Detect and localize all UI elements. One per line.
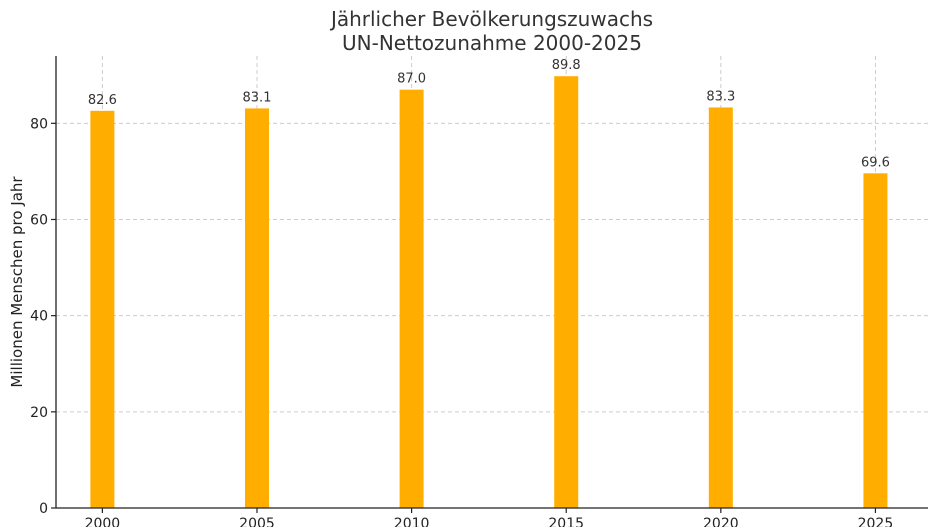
bars (90, 76, 888, 509)
y-axis-label: Millionen Menschen pro Jahr (8, 176, 26, 388)
x-tick-label: 2025 (858, 516, 894, 527)
data-label-2015: 89.8 (552, 58, 581, 73)
bar-2025 (863, 173, 888, 509)
chart-subtitle: UN-Nettozunahme 2000-2025 (342, 31, 642, 55)
data-label-2005: 83.1 (243, 90, 272, 105)
data-label-2020: 83.3 (706, 89, 735, 104)
y-ticks: 0 20 40 60 80 (30, 116, 56, 517)
data-labels: 82.6 83.1 87.0 89.8 83.3 69.6 (88, 58, 890, 170)
x-tick-label: 2000 (85, 516, 121, 527)
x-ticks: 2000 2005 2010 2015 2020 2025 (85, 508, 894, 527)
bar-2010 (399, 89, 424, 508)
data-label-2010: 87.0 (397, 72, 426, 87)
grid (56, 56, 928, 508)
bar-2000 (90, 110, 115, 509)
y-tick-label: 40 (30, 309, 48, 325)
bar-2020 (708, 107, 733, 509)
x-tick-label: 2005 (239, 516, 275, 527)
x-tick-label: 2020 (703, 516, 739, 527)
y-tick-label: 60 (30, 212, 48, 228)
axes (55, 56, 928, 509)
x-tick-label: 2015 (548, 516, 584, 527)
bar-2005 (244, 108, 269, 508)
y-tick-label: 20 (30, 405, 48, 421)
data-label-2025: 69.6 (861, 155, 890, 170)
x-tick-label: 2010 (394, 516, 430, 527)
y-tick-label: 80 (30, 116, 48, 132)
data-label-2000: 82.6 (88, 93, 117, 108)
y-tick-label: 0 (39, 501, 48, 517)
chart-title: Jährlicher Bevölkerungszuwachs (329, 7, 653, 31)
bar-2015 (554, 76, 579, 509)
